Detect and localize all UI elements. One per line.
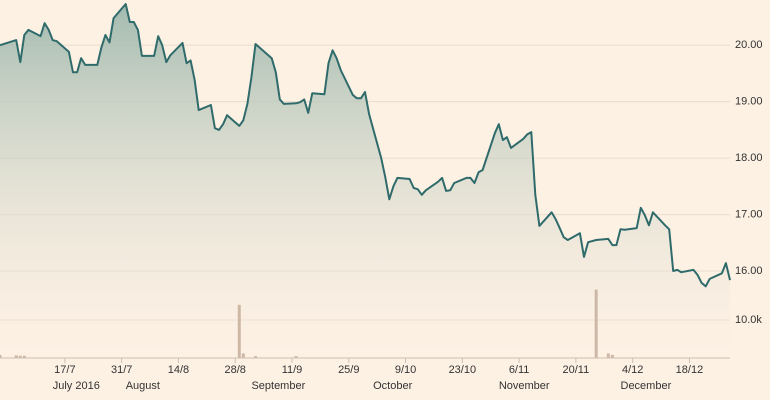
volume-bar <box>18 355 22 358</box>
volume-bar <box>14 355 18 358</box>
volume-bar <box>22 355 26 358</box>
y-tick-label: 16.00 <box>735 265 763 277</box>
month-label: November <box>499 380 550 392</box>
volume-bar <box>610 354 614 358</box>
x-tick-label: 31/7 <box>111 364 132 376</box>
x-tick-label: 18/12 <box>676 364 704 376</box>
volume-bar <box>594 289 598 358</box>
x-tick-label: 14/8 <box>168 364 189 376</box>
month-label: December <box>621 380 672 392</box>
volume-bar <box>237 304 241 358</box>
month-label: September <box>251 380 305 392</box>
x-tick-label: 28/8 <box>225 364 246 376</box>
x-tick-label: 23/10 <box>449 364 477 376</box>
y-tick-label: 20.00 <box>735 39 763 51</box>
y2-tick-label: 10.0k <box>735 314 762 326</box>
x-tick-label: 17/7 <box>54 364 75 376</box>
x-tick-label: 9/10 <box>395 364 416 376</box>
x-tick-label: 20/11 <box>563 364 590 376</box>
month-label: July 2016 <box>53 380 100 392</box>
volume-bar <box>254 356 257 358</box>
volume-bar <box>0 354 2 358</box>
price-line <box>0 3 731 288</box>
y-tick-label: 18.00 <box>735 152 763 164</box>
month-label: August <box>126 380 160 392</box>
x-tick-label: 25/9 <box>338 364 359 376</box>
volume-bar <box>241 353 245 358</box>
x-tick-label: 6/11 <box>509 364 530 376</box>
y-tick-label: 17.00 <box>735 208 763 220</box>
volume-bar <box>606 353 610 358</box>
y-tick-label: 19.00 <box>735 96 763 108</box>
x-tick-label: 4/12 <box>622 364 643 376</box>
price-area <box>0 4 730 358</box>
month-label: October <box>373 380 412 392</box>
volume-bar <box>294 356 298 358</box>
x-tick-label: 11/9 <box>282 364 303 376</box>
